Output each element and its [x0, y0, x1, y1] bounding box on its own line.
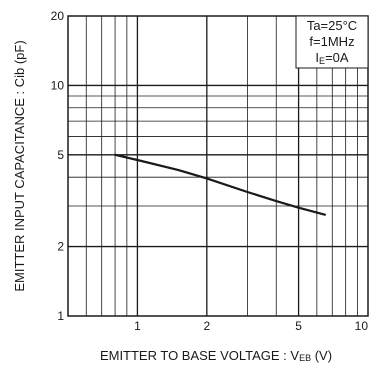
series-line: [113, 153, 326, 216]
y-tick-label: 20: [51, 9, 65, 23]
x-tick-label: 1: [134, 319, 141, 333]
x-tick-label: 2: [203, 319, 210, 333]
y-tick-label: 5: [57, 148, 64, 162]
x-tick-label: 10: [355, 319, 369, 333]
annotation-box: [295, 15, 369, 69]
y-tick-label: 1: [57, 309, 64, 323]
annotation-emitter-current: IE=0A: [315, 50, 348, 66]
y-tick-label: 2: [57, 240, 64, 254]
y-tick-label: 10: [51, 78, 65, 92]
x-axis-label: EMITTER TO BASE VOLTAGE : VEB (V): [100, 348, 332, 363]
series-layer: [113, 153, 326, 216]
y-axis-label: EMITTER INPUT CAPACITANCE : Cib (pF): [12, 40, 27, 291]
plot-frame: [67, 15, 369, 317]
plot-border: [67, 15, 369, 317]
x-tick-label: 5: [295, 319, 302, 333]
annotation-temperature: Ta=25°C: [307, 18, 357, 33]
annotation-frequency: f=1MHz: [309, 34, 354, 49]
tick-labels: 1 2 5 10 1 2 5 10 20: [51, 9, 369, 333]
